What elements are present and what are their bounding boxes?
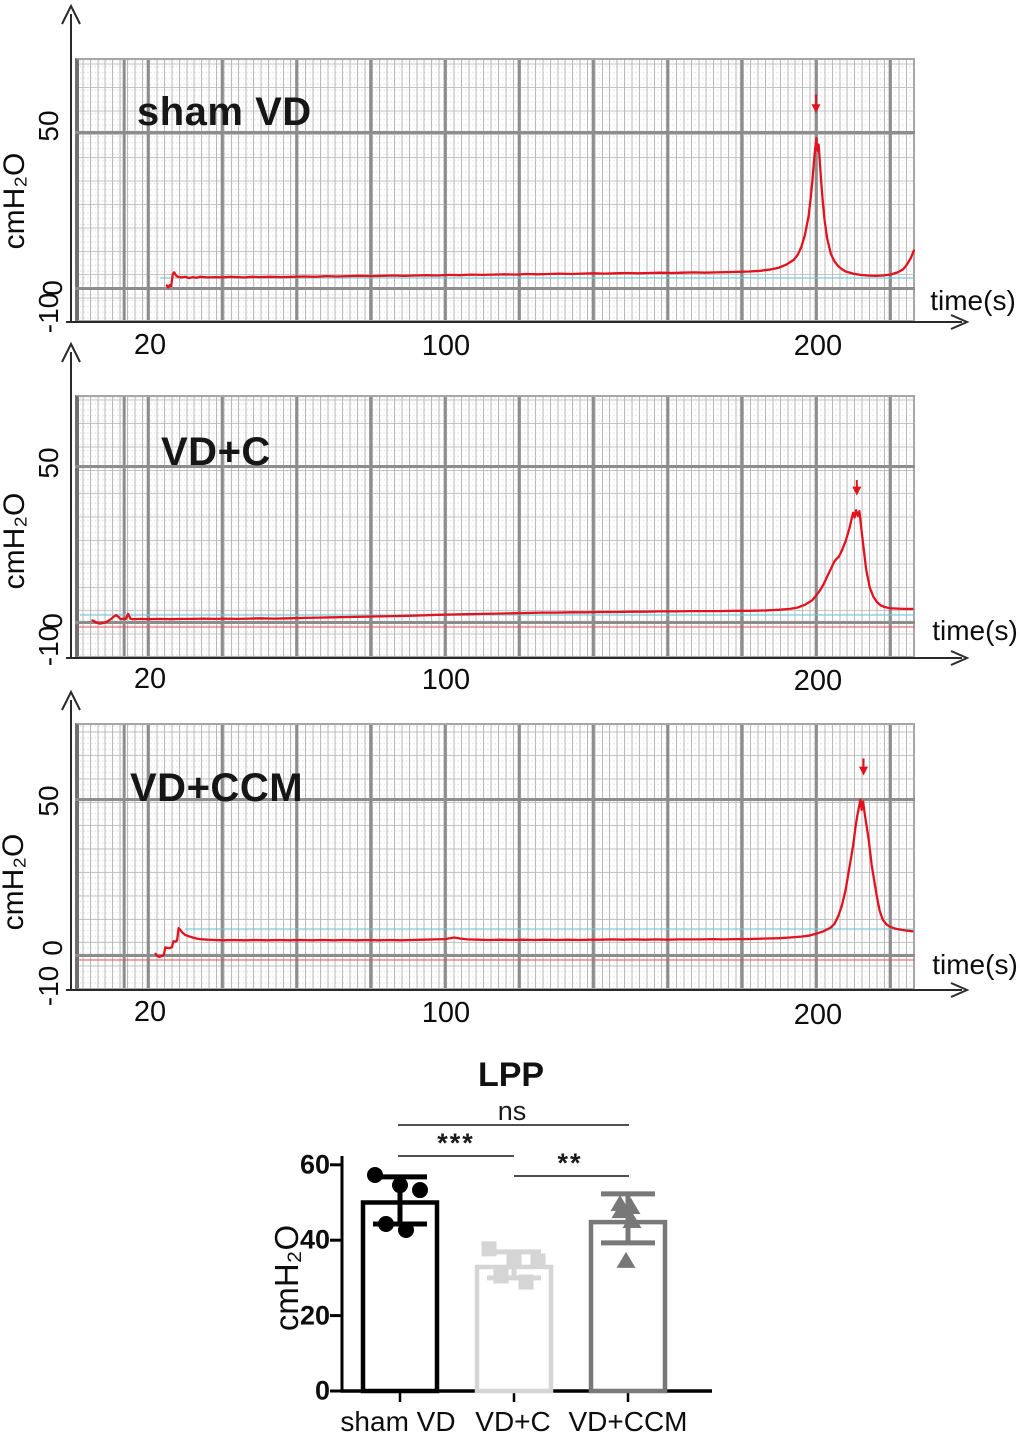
- trace-line: [154, 798, 914, 959]
- significance-line-3stars: [398, 1155, 514, 1157]
- y-tick-50-sham-vd: 50: [33, 110, 64, 142]
- x-axis-arrowhead-vd-ccm: [950, 982, 970, 998]
- data-point-square: [518, 1274, 534, 1290]
- y-axis-unit-sham-vd: cmH₂O: [0, 152, 31, 250]
- y-tick-neg10-vd-ccm: -10: [33, 965, 64, 1007]
- x-tick-100-vd-ccm: 100: [421, 997, 471, 1029]
- panel-title-sham-vd: sham VD: [137, 90, 312, 134]
- y-tick-50-vd-c: 50: [33, 447, 64, 479]
- data-point-circle: [378, 1215, 394, 1232]
- bar-y-tick-40: 40: [299, 1224, 330, 1255]
- y-tick-0-vd-ccm: 0: [37, 940, 68, 956]
- significance-line-ns: [398, 1124, 629, 1126]
- x-tick-100-sham-vd: 100: [421, 330, 471, 362]
- bar-category-vd-c: VD+C: [475, 1406, 551, 1434]
- x-tick-20-vd-c: 20: [133, 663, 167, 695]
- significance-label-2stars: **: [557, 1148, 583, 1178]
- x-tick-200-vd-ccm: 200: [793, 999, 843, 1031]
- y-tick-neg10-vd-c: -10: [33, 625, 64, 667]
- pressure-trace-vd-c: [91, 480, 914, 625]
- bar-vd-ccm: [588, 1219, 668, 1394]
- bar-y-tick-20: 20: [299, 1300, 330, 1331]
- event-arrow-head-icon: [811, 104, 821, 114]
- y-tick-50-vd-ccm: 50: [33, 785, 64, 817]
- data-point-circle: [367, 1166, 383, 1183]
- significance-label-ns: ns: [497, 1096, 527, 1126]
- data-point-square: [493, 1268, 509, 1284]
- gridline-50-vd-c: [75, 464, 915, 468]
- data-point-triangle: [621, 1198, 641, 1215]
- gridline-0-vd-ccm: [75, 953, 915, 957]
- y-tick-neg10-sham-vd: -10: [33, 292, 64, 334]
- bar-y-tick-60: 60: [299, 1149, 330, 1180]
- x-tick-200-vd-c: 200: [793, 665, 843, 697]
- bar-y-tick-0: 0: [314, 1375, 330, 1406]
- data-point-circle: [412, 1182, 428, 1199]
- y-axis-unit-vd-ccm: cmH₂O: [0, 833, 30, 931]
- data-point-circle: [392, 1177, 408, 1194]
- grid-paper-vd-c: [75, 395, 915, 658]
- cursor-line-cyan-vd-ccm: [185, 928, 915, 930]
- data-point-square: [481, 1241, 497, 1257]
- x-tick-100-vd-c: 100: [421, 664, 471, 696]
- gridline-50-sham-vd: [75, 130, 915, 134]
- significance-label-3stars: ***: [437, 1128, 475, 1158]
- bar-chart-title: LPP: [477, 1056, 545, 1094]
- bar-category-sham-vd: sham VD: [340, 1406, 456, 1434]
- y-axis-arrowhead-vd-c: [61, 341, 81, 363]
- data-point-triangle: [610, 1195, 630, 1212]
- bar-category-vd-ccm: VD+CCM: [568, 1406, 688, 1434]
- y-axis-arrowhead-sham-vd: [61, 3, 81, 25]
- pressure-trace-sham-vd: [165, 94, 915, 289]
- data-point-square: [530, 1253, 546, 1269]
- cursor-line-cyan-vd-c: [80, 614, 915, 616]
- cursor-line-cyan-sham-vd: [160, 277, 915, 279]
- y-axis-arrowhead-vd-ccm: [61, 689, 81, 711]
- x-axis-arrowhead-sham-vd: [950, 314, 970, 330]
- lpp-bar-chart: [330, 1156, 712, 1402]
- gridline-50-vd-ccm: [75, 797, 915, 801]
- gridline-0-vd-c: [75, 620, 915, 624]
- data-point-triangle: [616, 1251, 636, 1268]
- panel-title-vd-ccm: VD+CCM: [130, 766, 304, 810]
- data-point-triangle: [622, 1211, 642, 1228]
- cursor-line-red-vd-ccm: [78, 959, 915, 961]
- event-arrow-head-icon: [852, 486, 862, 496]
- x-tick-200-sham-vd: 200: [793, 330, 843, 362]
- x-axis-label-sham-vd: time(s): [930, 285, 1016, 316]
- bar-vd-c: [474, 1264, 554, 1394]
- data-point-square: [506, 1252, 522, 1268]
- cursor-line-red-vd-c: [78, 626, 915, 628]
- x-axis-label-vd-c: time(s): [932, 615, 1018, 646]
- grid-paper-vd-ccm: [75, 723, 915, 990]
- trace-line: [165, 137, 915, 289]
- y-axis-unit-vd-c: cmH₂O: [0, 492, 31, 590]
- event-arrow-head-icon: [858, 766, 868, 776]
- x-tick-20-vd-ccm: 20: [133, 996, 167, 1028]
- x-tick-20-sham-vd: 20: [133, 329, 167, 361]
- pressure-trace-vd-ccm: [154, 758, 914, 959]
- x-axis-label-vd-ccm: time(s): [932, 949, 1018, 980]
- significance-line-2stars: [514, 1175, 629, 1177]
- x-axis-arrowhead-vd-c: [950, 650, 970, 666]
- trace-line: [91, 509, 914, 625]
- data-point-circle: [398, 1222, 414, 1239]
- panel-title-vd-c: VD+C: [161, 430, 271, 474]
- gridline-0-sham-vd: [75, 286, 915, 290]
- data-point-triangle: [611, 1202, 631, 1219]
